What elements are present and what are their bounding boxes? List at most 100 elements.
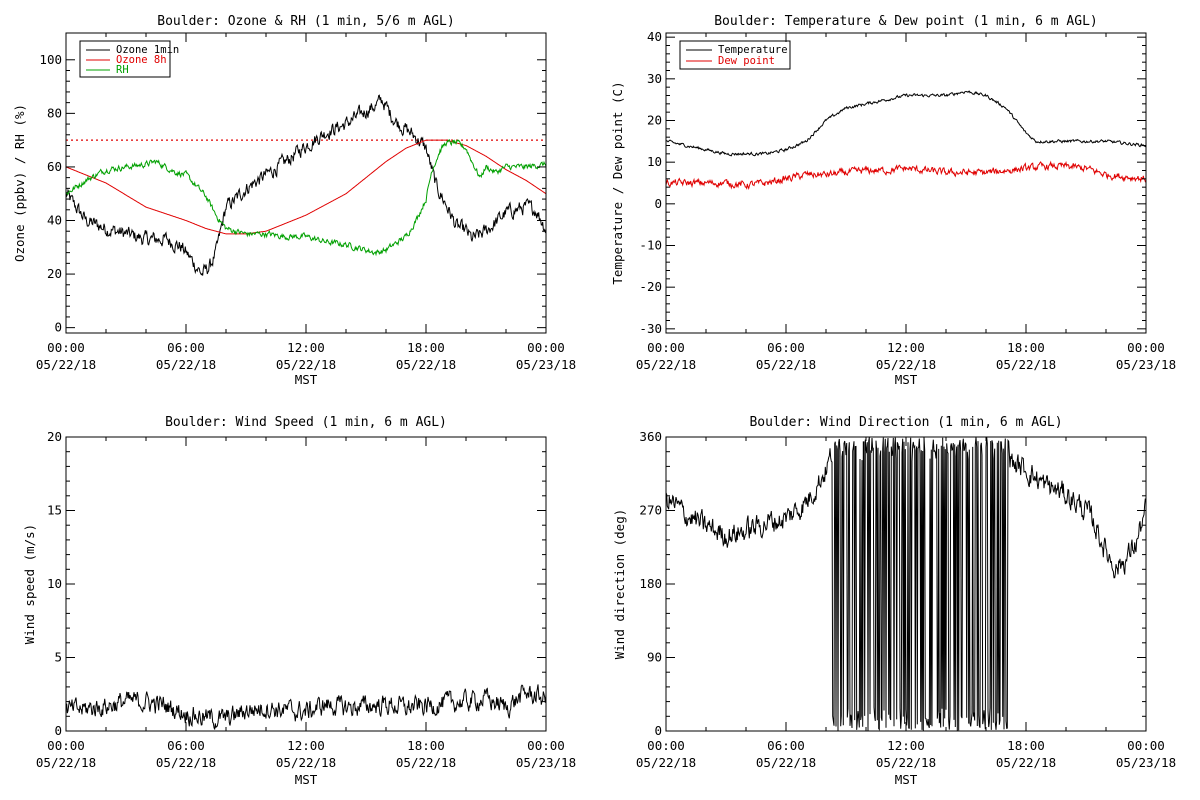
x-tick-label-time: 00:00 <box>1127 340 1165 355</box>
x-tick-label-time: 06:00 <box>167 738 205 753</box>
y-tick-label: 40 <box>647 29 662 44</box>
x-tick-label-date: 05/22/18 <box>156 357 216 372</box>
chart-title: Boulder: Wind Direction (1 min, 6 m AGL) <box>749 415 1062 430</box>
plot-area <box>66 684 546 730</box>
series-line-1 <box>66 139 546 235</box>
legend-box <box>679 40 791 70</box>
y-tick-label: -30 <box>639 321 662 336</box>
x-tick-label-time: 12:00 <box>287 738 325 753</box>
x-tick-label-date: 05/23/18 <box>516 755 576 770</box>
x-tick-label-date: 05/22/18 <box>636 755 696 770</box>
x-tick-label-time: 06:00 <box>167 340 205 355</box>
x-tick-label-date: 05/22/18 <box>876 755 936 770</box>
x-tick-label-date: 05/22/18 <box>756 357 816 372</box>
y-tick-label: 60 <box>47 159 62 174</box>
plot-area <box>666 437 1146 731</box>
y-tick-label: 10 <box>47 576 62 591</box>
series-line-2 <box>66 139 546 257</box>
y-axis-label: Ozone (ppbv) / RH (%) <box>12 104 27 262</box>
y-tick-label: -20 <box>639 279 662 294</box>
y-tick-label: 0 <box>54 723 62 738</box>
x-tick-label-date: 05/22/18 <box>276 357 336 372</box>
x-tick-label-time: 00:00 <box>1127 738 1165 753</box>
legend-label-rh: RH <box>116 64 129 76</box>
plot-frame <box>65 32 547 334</box>
x-tick-label-time: 06:00 <box>767 738 805 753</box>
y-tick-label: 0 <box>654 196 662 211</box>
legend: Ozone 1min Ozone 8h RH <box>79 40 179 78</box>
x-axis-label: MST <box>295 372 318 387</box>
x-tick-label-time: 18:00 <box>407 340 445 355</box>
y-tick-label: 360 <box>639 429 662 444</box>
y-tick-label: 270 <box>639 503 662 518</box>
y-tick-label: 100 <box>39 52 62 67</box>
x-tick-label-time: 00:00 <box>47 340 85 355</box>
chart-title: Boulder: Wind Speed (1 min, 6 m AGL) <box>165 415 447 430</box>
x-tick-label-time: 00:00 <box>527 738 565 753</box>
plot-area <box>66 94 546 276</box>
x-tick-label-date: 05/22/18 <box>36 755 96 770</box>
x-axis-label: MST <box>295 772 318 787</box>
x-axis-label: MST <box>895 772 918 787</box>
y-tick-label: 80 <box>47 105 62 120</box>
x-tick-label-date: 05/22/18 <box>276 755 336 770</box>
y-axis-label: Wind speed (m/s) <box>22 524 37 644</box>
y-tick-label: 15 <box>47 503 62 518</box>
y-tick-label: 20 <box>47 429 62 444</box>
x-tick-label-time: 00:00 <box>647 340 685 355</box>
x-tick-label-date: 05/22/18 <box>996 755 1056 770</box>
plot-frame <box>65 436 547 732</box>
x-tick-label-date: 05/22/18 <box>756 755 816 770</box>
x-tick-label-time: 18:00 <box>1007 340 1045 355</box>
chart-temperature-dewpoint: Boulder: Temperature & Dew point (1 min,… <box>610 14 1176 387</box>
x-tick-label-time: 00:00 <box>47 738 85 753</box>
y-tick-label: 90 <box>647 650 662 665</box>
x-tick-label-date: 05/22/18 <box>636 357 696 372</box>
x-tick-label-date: 05/22/18 <box>156 755 216 770</box>
x-tick-label-time: 00:00 <box>647 738 685 753</box>
x-tick-label-time: 12:00 <box>887 738 925 753</box>
chart-wind-direction: Boulder: Wind Direction (1 min, 6 m AGL)… <box>612 415 1176 787</box>
y-tick-label: 20 <box>647 113 662 128</box>
legend-label-ozone-8h: Ozone 8h <box>116 54 167 66</box>
chart-ozone-rh: Boulder: Ozone & RH (1 min, 5/6 m AGL) O… <box>12 14 576 387</box>
legend-box <box>79 40 171 78</box>
x-tick-label-time: 18:00 <box>1007 738 1045 753</box>
chart-wind-speed: Boulder: Wind Speed (1 min, 6 m AGL) Win… <box>22 415 576 787</box>
x-tick-label-date: 05/23/18 <box>1116 755 1176 770</box>
y-tick-label: 0 <box>54 320 62 335</box>
plot-frame <box>665 32 1147 334</box>
series-line-1 <box>666 160 1146 190</box>
y-tick-label: -10 <box>639 238 662 253</box>
y-tick-label: 180 <box>639 576 662 591</box>
y-tick-label: 0 <box>654 723 662 738</box>
x-tick-label-date: 05/22/18 <box>396 755 456 770</box>
legend: Temperature Dew point <box>679 40 791 70</box>
legend-label-dew-point: Dew point <box>718 55 775 67</box>
series-line-0 <box>66 94 546 276</box>
x-axis-label: MST <box>895 372 918 387</box>
x-tick-label-date: 05/22/18 <box>396 357 456 372</box>
series-line-0 <box>666 437 1146 731</box>
chart-title: Boulder: Ozone & RH (1 min, 5/6 m AGL) <box>157 14 454 29</box>
y-axis-label: Wind direction (deg) <box>612 509 627 660</box>
y-tick-label: 20 <box>47 266 62 281</box>
x-tick-label-date: 05/23/18 <box>1116 357 1176 372</box>
y-tick-label: 5 <box>54 650 62 665</box>
x-tick-label-time: 12:00 <box>287 340 325 355</box>
x-tick-label-time: 06:00 <box>767 340 805 355</box>
x-tick-label-date: 05/23/18 <box>516 357 576 372</box>
x-tick-label-date: 05/22/18 <box>36 357 96 372</box>
x-tick-label-time: 00:00 <box>527 340 565 355</box>
x-tick-label-time: 18:00 <box>407 738 445 753</box>
x-tick-label-date: 05/22/18 <box>876 357 936 372</box>
legend-label-ozone-1min: Ozone 1min <box>116 44 179 56</box>
chart-title: Boulder: Temperature & Dew point (1 min,… <box>714 14 1098 29</box>
legend-label-temperature: Temperature <box>718 44 788 56</box>
y-axis-label: Temperature / Dew point (C) <box>610 81 625 284</box>
series-line-0 <box>666 90 1146 157</box>
x-tick-label-time: 12:00 <box>887 340 925 355</box>
series-line-0 <box>66 684 546 730</box>
plot-area <box>666 90 1146 190</box>
